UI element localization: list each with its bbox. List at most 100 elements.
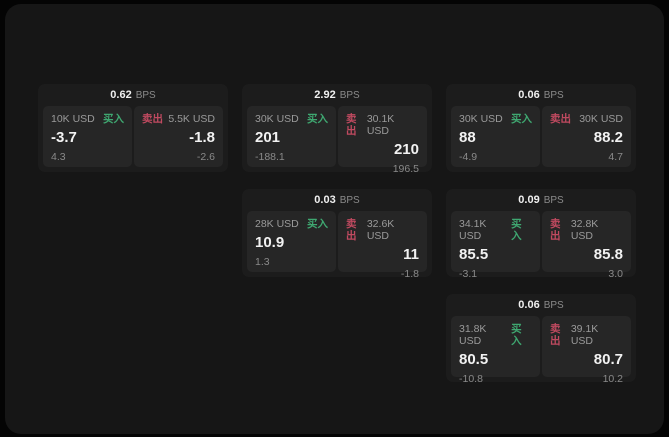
- bps-unit-label: BPS: [135, 89, 156, 101]
- card-header: 2.92 BPS: [242, 84, 432, 106]
- buy-sub-value: -4.9: [459, 151, 478, 163]
- buy-cell-top: 34.1K USD 买入: [459, 218, 532, 242]
- buy-main-value: -3.7: [51, 129, 77, 146]
- sell-cell[interactable]: 卖出 32.6K USD 11 -1.8: [338, 211, 427, 277]
- bps-value: 0.03: [314, 194, 336, 206]
- bps-unit-label: BPS: [339, 89, 360, 101]
- buy-main-value: 85.5: [459, 246, 489, 263]
- quote-card-2: 2.92 BPS 30K USD 买入 201 -188.1 卖出 30.1K …: [242, 84, 432, 172]
- buy-side-label: 买入: [511, 323, 522, 347]
- sell-amount: 32.8K USD: [570, 218, 599, 242]
- buy-side-label: 买入: [103, 113, 124, 125]
- card-header: 0.62 BPS: [38, 84, 228, 106]
- buy-cell[interactable]: 28K USD 买入 10.9 1.3: [247, 211, 336, 272]
- sell-main-value: 88.2: [593, 129, 623, 146]
- buy-amount: 10K USD: [51, 113, 95, 125]
- sell-side-label: 卖出: [550, 323, 561, 347]
- buy-cell-top: 10K USD 买入: [51, 113, 124, 125]
- buy-side-label: 买入: [511, 113, 532, 125]
- buy-cell[interactable]: 10K USD 买入 -3.7 4.3: [43, 106, 132, 167]
- sell-sub-value: 3.0: [608, 268, 623, 277]
- sell-cell[interactable]: 卖出 30.1K USD 210 196.5: [338, 106, 427, 172]
- sell-amount: 30.1K USD: [366, 113, 395, 137]
- sell-main-value: 210: [393, 141, 419, 158]
- buy-cell-top: 30K USD 买入: [459, 113, 532, 125]
- sell-sub-value: -2.6: [196, 151, 215, 163]
- bps-value: 2.92: [314, 89, 336, 101]
- buy-amount: 30K USD: [255, 113, 299, 125]
- buy-cell[interactable]: 30K USD 买入 88 -4.9: [451, 106, 540, 167]
- sell-side-label: 卖出: [550, 218, 561, 242]
- bps-value: 0.06: [518, 299, 540, 311]
- bps-unit-label: BPS: [543, 89, 564, 101]
- buy-side-label: 买入: [307, 113, 328, 125]
- sell-amount: 30K USD: [579, 113, 623, 125]
- sell-amount: 32.6K USD: [366, 218, 395, 242]
- buy-side-label: 买入: [307, 218, 328, 230]
- buy-sub-value: 1.3: [255, 256, 270, 268]
- quote-card-6: 0.06 BPS 31.8K USD 买入 80.5 -10.8 卖出 39.1…: [446, 294, 636, 382]
- sell-side-label: 卖出: [346, 218, 357, 242]
- buy-main-value: 88: [459, 129, 476, 146]
- quote-card-5: 0.09 BPS 34.1K USD 买入 85.5 -3.1 卖出 32.8K…: [446, 189, 636, 277]
- sell-side-label: 卖出: [550, 113, 571, 125]
- card-header: 0.09 BPS: [446, 189, 636, 211]
- sell-cell[interactable]: 卖出 30K USD 88.2 4.7: [542, 106, 631, 167]
- buy-sub-value: -3.1: [459, 268, 478, 277]
- bps-unit-label: BPS: [543, 194, 564, 206]
- buy-sub-value: -188.1: [255, 151, 285, 163]
- buy-cell-top: 28K USD 买入: [255, 218, 328, 230]
- bps-value: 0.62: [110, 89, 132, 101]
- sell-main-value: 11: [403, 246, 419, 263]
- buy-amount: 30K USD: [459, 113, 503, 125]
- sell-cell[interactable]: 卖出 32.8K USD 85.8 3.0: [542, 211, 631, 277]
- sell-sub-value: 10.2: [602, 373, 623, 382]
- sell-side-label: 卖出: [346, 113, 357, 137]
- bps-value: 0.06: [518, 89, 540, 101]
- card-header: 0.06 BPS: [446, 84, 636, 106]
- sell-cell-top: 卖出 39.1K USD: [550, 323, 623, 347]
- sell-amount: 5.5K USD: [168, 113, 215, 125]
- card-header: 0.06 BPS: [446, 294, 636, 316]
- sell-sub-value: 196.5: [392, 163, 419, 172]
- bps-unit-label: BPS: [543, 299, 564, 311]
- card-body: 30K USD 买入 88 -4.9 卖出 30K USD 88.2 4.7: [446, 106, 636, 167]
- sell-main-value: 80.7: [593, 351, 623, 368]
- card-body: 10K USD 买入 -3.7 4.3 卖出 5.5K USD -1.8 -2.…: [38, 106, 228, 167]
- sell-cell[interactable]: 卖出 5.5K USD -1.8 -2.6: [134, 106, 223, 167]
- quote-card-3: 0.06 BPS 30K USD 买入 88 -4.9 卖出 30K USD 8…: [446, 84, 636, 172]
- card-body: 30K USD 买入 201 -188.1 卖出 30.1K USD 210 1…: [242, 106, 432, 172]
- buy-cell-top: 31.8K USD 买入: [459, 323, 532, 347]
- bps-unit-label: BPS: [339, 194, 360, 206]
- buy-main-value: 201: [255, 129, 281, 146]
- buy-sub-value: -10.8: [459, 373, 483, 382]
- buy-amount: 31.8K USD: [459, 323, 487, 347]
- sell-sub-value: -1.8: [400, 268, 419, 277]
- quote-card-1: 0.62 BPS 10K USD 买入 -3.7 4.3 卖出 5.5K USD…: [38, 84, 228, 172]
- sell-cell-top: 卖出 5.5K USD: [142, 113, 215, 125]
- sell-side-label: 卖出: [142, 113, 163, 125]
- card-body: 31.8K USD 买入 80.5 -10.8 卖出 39.1K USD 80.…: [446, 316, 636, 382]
- buy-cell[interactable]: 34.1K USD 买入 85.5 -3.1: [451, 211, 540, 277]
- buy-cell-top: 30K USD 买入: [255, 113, 328, 125]
- sell-cell-top: 卖出 30K USD: [550, 113, 623, 125]
- buy-main-value: 10.9: [255, 234, 285, 251]
- quote-card-4: 0.03 BPS 28K USD 买入 10.9 1.3 卖出 32.6K US…: [242, 189, 432, 277]
- buy-amount: 34.1K USD: [459, 218, 487, 242]
- sell-cell-top: 卖出 32.8K USD: [550, 218, 623, 242]
- card-body: 28K USD 买入 10.9 1.3 卖出 32.6K USD 11 -1.8: [242, 211, 432, 277]
- sell-sub-value: 4.7: [608, 151, 623, 163]
- sell-cell-top: 卖出 32.6K USD: [346, 218, 419, 242]
- sell-main-value: 85.8: [593, 246, 623, 263]
- sell-cell-top: 卖出 30.1K USD: [346, 113, 419, 137]
- buy-cell[interactable]: 31.8K USD 买入 80.5 -10.8: [451, 316, 540, 382]
- card-body: 34.1K USD 买入 85.5 -3.1 卖出 32.8K USD 85.8…: [446, 211, 636, 277]
- card-header: 0.03 BPS: [242, 189, 432, 211]
- buy-sub-value: 4.3: [51, 151, 66, 163]
- sell-amount: 39.1K USD: [570, 323, 599, 347]
- buy-cell[interactable]: 30K USD 买入 201 -188.1: [247, 106, 336, 167]
- sell-main-value: -1.8: [189, 129, 215, 146]
- bps-value: 0.09: [518, 194, 540, 206]
- sell-cell[interactable]: 卖出 39.1K USD 80.7 10.2: [542, 316, 631, 382]
